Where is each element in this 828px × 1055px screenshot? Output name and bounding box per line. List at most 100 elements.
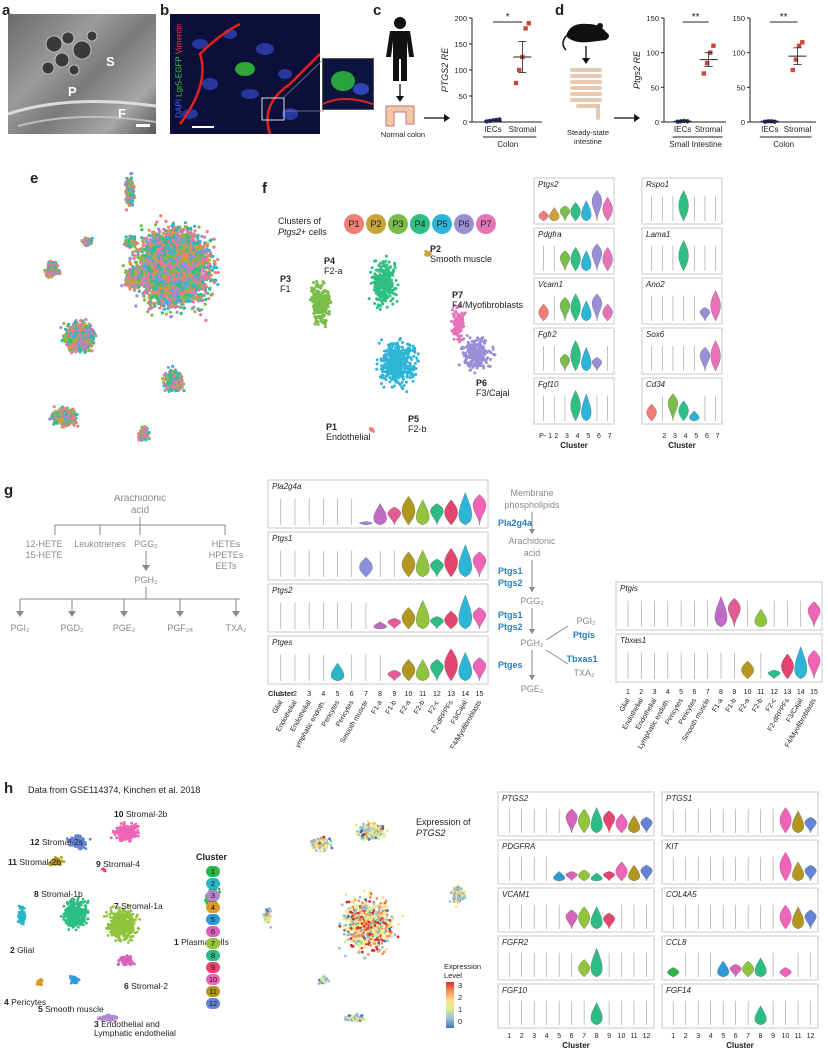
- tsne-point: [157, 274, 160, 277]
- tsne-point: [157, 228, 160, 231]
- tsne-point: [139, 260, 142, 263]
- y-tick-label: 0: [741, 118, 745, 127]
- stain-vimentin: Vimentin: [175, 23, 184, 54]
- tsne-point: [147, 229, 150, 232]
- tsne-point: [212, 246, 215, 249]
- x-tick-label: Stromal: [695, 125, 723, 134]
- tsne-point: [193, 294, 196, 297]
- tsne-point: [151, 302, 154, 305]
- tsne-point: [129, 194, 132, 197]
- tsne-point: [176, 287, 179, 290]
- tsne-point: [49, 275, 52, 278]
- tsne-point: [193, 229, 196, 232]
- stain-dapi: DAPI: [175, 99, 184, 118]
- tsne-point: [216, 283, 219, 286]
- tsne-point: [201, 250, 204, 253]
- tsne-point: [192, 276, 195, 279]
- tsne-point: [196, 273, 199, 276]
- tsne-point: [129, 172, 132, 175]
- y-axis-label: Ptgs2 RE: [632, 50, 642, 89]
- data-point: [523, 26, 527, 30]
- data-point: [702, 71, 706, 75]
- tsne-point: [144, 283, 147, 286]
- tsne-point: [166, 230, 169, 233]
- data-point: [514, 81, 518, 85]
- group-label: Colon: [497, 140, 518, 149]
- tsne-point: [130, 176, 133, 179]
- group-label: Colon: [773, 140, 794, 149]
- tsne-point: [143, 298, 146, 301]
- tsne-point: [211, 255, 214, 258]
- tsne-point: [175, 299, 178, 302]
- tsne-point: [131, 250, 134, 253]
- tsne-point: [208, 287, 211, 290]
- significance-mark: *: [506, 12, 510, 23]
- em-texture: [8, 14, 156, 134]
- tsne-point: [135, 294, 138, 297]
- tsne-point: [213, 265, 216, 268]
- tsne-point: [209, 251, 212, 254]
- tsne-point: [133, 289, 136, 292]
- inset-texture: [323, 59, 373, 109]
- y-tick-label: 100: [454, 66, 467, 75]
- y-tick-label: 100: [646, 49, 659, 58]
- tsne-point: [201, 268, 204, 271]
- tsne-point: [134, 304, 137, 307]
- tsne-point: [170, 315, 173, 318]
- tsne-point: [196, 236, 199, 239]
- tsne-point: [181, 261, 184, 264]
- tsne-point: [136, 264, 139, 267]
- tsne-point: [203, 236, 206, 239]
- tsne-point: [125, 208, 128, 211]
- tsne-point: [165, 234, 168, 237]
- tsne-point: [214, 278, 217, 281]
- tsne-point: [160, 235, 163, 238]
- tsne-point: [136, 256, 139, 259]
- tsne-point: [206, 230, 209, 233]
- tsne-point: [159, 214, 162, 217]
- y-tick-label: 150: [646, 14, 659, 23]
- tsne-point: [147, 301, 150, 304]
- tsne-point: [184, 225, 187, 228]
- tsne-point: [162, 244, 165, 247]
- tsne-e: [24, 172, 234, 442]
- tsne-point: [84, 243, 87, 246]
- stain-legend: DAPI Lgr5-EGFP Vimentin: [175, 23, 184, 117]
- tsne-point: [207, 254, 210, 257]
- tsne-point: [153, 304, 156, 307]
- tsne-point: [184, 221, 187, 224]
- tsne-point: [197, 293, 200, 296]
- tsne-point: [204, 303, 207, 306]
- tsne-point: [150, 314, 153, 317]
- tsne-point: [207, 297, 210, 300]
- tsne-point: [140, 236, 143, 239]
- tsne-point: [186, 298, 189, 301]
- tsne-point: [213, 260, 216, 263]
- tsne-point: [181, 232, 184, 235]
- tsne-point: [43, 269, 46, 272]
- tsne-point: [145, 240, 148, 243]
- data-point: [791, 68, 795, 72]
- y-tick-label: 150: [454, 40, 467, 49]
- tsne-point: [167, 226, 170, 229]
- panel-label-b: b: [160, 2, 169, 19]
- tsne-point: [217, 271, 220, 274]
- tsne-point: [138, 290, 141, 293]
- tsne-point: [129, 181, 132, 184]
- significance-mark: **: [780, 12, 788, 23]
- tsne-point: [204, 319, 207, 322]
- tsne-point: [140, 228, 143, 231]
- tsne-point: [129, 199, 132, 202]
- tsne-point: [171, 289, 174, 292]
- tsne-point: [154, 223, 157, 226]
- tsne-point: [206, 245, 209, 248]
- tsne-point: [172, 223, 175, 226]
- tsne-point: [188, 300, 191, 303]
- tsne-point: [188, 294, 191, 297]
- x-tick-label: Stromal: [509, 125, 537, 134]
- tsne-point: [157, 299, 160, 302]
- tsne-point: [190, 231, 193, 234]
- mouse-icon: [560, 14, 620, 134]
- tsne-point: [83, 239, 86, 242]
- em-label-s: S: [106, 54, 115, 69]
